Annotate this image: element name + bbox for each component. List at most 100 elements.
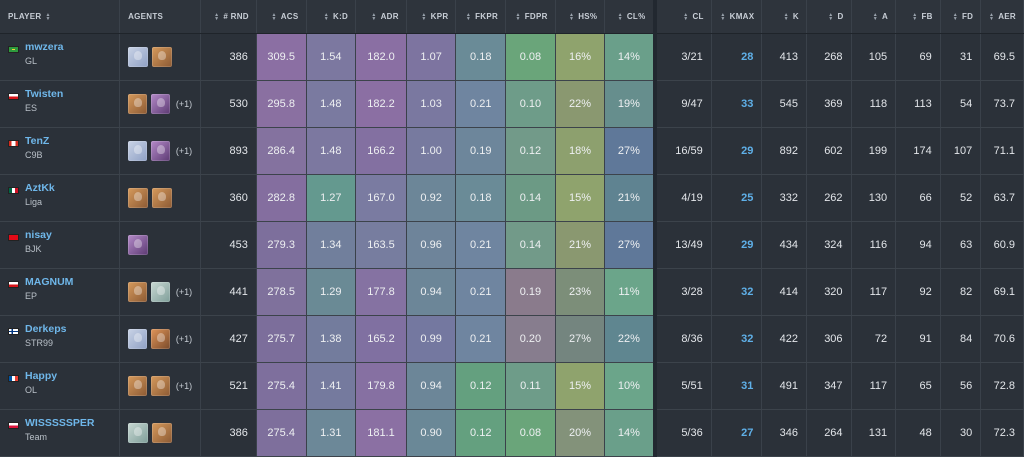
extra-agents-count: (+1)	[175, 334, 193, 344]
sort-icon[interactable]: ▲ ▼	[515, 11, 521, 22]
header-cl-label: CL	[692, 12, 704, 21]
header-player[interactable]: PLAYER ▲ ▼	[0, 0, 121, 34]
player-name[interactable]: WISSSSSPER	[25, 416, 95, 429]
country-flag-icon	[8, 45, 19, 53]
aer-cell: 72.8	[980, 362, 1024, 410]
sort-icon[interactable]: ▲ ▼	[783, 11, 789, 22]
table-body: mwzera GL 386 309.5 1.54 182.0 1.07 0.18 0.08 16%…	[0, 33, 1024, 457]
table-row[interactable]: Happy OL (+1) 521 275.4 1.41 179.8 0.94 0.12 0.11…	[0, 362, 1024, 410]
header-k-label: K	[792, 12, 799, 21]
player-name[interactable]: Happy	[25, 369, 58, 382]
header-player-label: PLAYER	[8, 12, 42, 21]
kmax-cell[interactable]: 33	[711, 80, 763, 128]
player-cell[interactable]: WISSSSSPER Team	[0, 409, 121, 457]
hs-cell: 15%	[555, 362, 606, 410]
table-row[interactable]: nisay BJK 453 279.3 1.34 163.5 0.96 0.21 0.14 21%…	[0, 221, 1024, 269]
kmax-cell[interactable]: 28	[711, 33, 763, 81]
player-cell[interactable]: nisay BJK	[0, 221, 121, 269]
header-k[interactable]: ▲ ▼ K	[761, 0, 807, 34]
player-name[interactable]: MAGNUM	[25, 275, 74, 288]
header-kd[interactable]: ▲ ▼ K:D	[306, 0, 357, 34]
kpr-cell: 1.00	[406, 127, 457, 175]
sort-icon[interactable]: ▲ ▼	[617, 11, 623, 22]
table-row[interactable]: Twisten ES (+1) 530 295.8 1.48 182.2 1.03 0.21 0.…	[0, 80, 1024, 128]
sort-icon[interactable]: ▲ ▼	[214, 11, 220, 22]
kmax-cell[interactable]: 29	[711, 221, 763, 269]
player-name[interactable]: Twisten	[25, 87, 64, 100]
header-kmax[interactable]: ▲ ▼ KMAX	[711, 0, 763, 34]
player-cell[interactable]: mwzera GL	[0, 33, 121, 81]
sort-icon[interactable]: ▲ ▼	[912, 11, 918, 22]
sort-icon[interactable]: ▲ ▼	[45, 11, 51, 22]
sort-icon[interactable]: ▲ ▼	[952, 11, 958, 22]
player-cell[interactable]: AztKk Liga	[0, 174, 121, 222]
agents-cell: (+1)	[119, 315, 202, 363]
agents-cell: (+1)	[119, 80, 202, 128]
header-rnd[interactable]: ▲ ▼ # RND	[200, 0, 257, 34]
sort-icon[interactable]: ▲ ▼	[371, 11, 377, 22]
sort-icon[interactable]: ▲ ▼	[683, 11, 689, 22]
player-name[interactable]: mwzera	[25, 40, 64, 53]
sort-icon[interactable]: ▲ ▼	[465, 11, 472, 22]
kmax-cell[interactable]: 27	[711, 409, 763, 457]
kd-cell: 1.54	[306, 33, 357, 81]
header-cl[interactable]: ▲ ▼ CL	[654, 0, 712, 34]
sort-icon[interactable]: ▲ ▼	[872, 11, 879, 22]
table-row[interactable]: TenZ C9B (+1) 893 286.4 1.48 166.2 1.00 0.19 0.12…	[0, 127, 1024, 175]
header-aer[interactable]: ▲ ▼ AER	[980, 0, 1024, 34]
fb-cell: 65	[895, 362, 941, 410]
header-d-label: D	[837, 12, 844, 21]
header-hs[interactable]: ▲ ▼ HS%	[555, 0, 606, 34]
kmax-cell[interactable]: 29	[711, 127, 763, 175]
table-row[interactable]: mwzera GL 386 309.5 1.54 182.0 1.07 0.18 0.08 16%…	[0, 33, 1024, 81]
sort-icon[interactable]: ▲ ▼	[421, 11, 427, 22]
kmax-cell[interactable]: 32	[711, 268, 763, 316]
sort-icon[interactable]: ▲ ▼	[828, 11, 834, 22]
header-fb[interactable]: ▲ ▼ FB	[895, 0, 941, 34]
hs-cell: 22%	[555, 80, 606, 128]
fb-cell: 174	[895, 127, 941, 175]
player-cell[interactable]: MAGNUM EP	[0, 268, 121, 316]
a-cell: 131	[851, 409, 897, 457]
header-fd[interactable]: ▲ ▼ FD	[940, 0, 982, 34]
sort-icon[interactable]: ▲ ▼	[568, 11, 575, 22]
sort-icon[interactable]: ▲ ▼	[720, 11, 726, 22]
fkpr-cell: 0.18	[455, 33, 507, 81]
header-acs[interactable]: ▲ ▼ ACS	[256, 0, 307, 34]
table-row[interactable]: AztKk Liga 360 282.8 1.27 167.0 0.92 0.18 0.14 15…	[0, 174, 1024, 222]
country-flag-icon	[8, 280, 19, 288]
kmax-cell[interactable]: 31	[711, 362, 763, 410]
sort-icon[interactable]: ▲ ▼	[323, 11, 330, 22]
table-row[interactable]: MAGNUM EP (+1) 441 278.5 1.29 177.8 0.94 0.21 0.1…	[0, 268, 1024, 316]
table-row[interactable]: Derkeps STR99 (+1) 427 275.7 1.38 165.2 0.99 0.2…	[0, 315, 1024, 363]
sort-icon[interactable]: ▲ ▼	[988, 11, 995, 22]
country-flag-icon	[8, 233, 19, 241]
player-name[interactable]: TenZ	[25, 134, 50, 147]
agent-chamber-icon	[150, 376, 170, 396]
header-kpr[interactable]: ▲ ▼ KPR	[406, 0, 457, 34]
header-cl-percent[interactable]: ▲ ▼ CL%	[604, 0, 657, 34]
player-cell[interactable]: TenZ C9B	[0, 127, 121, 175]
player-name[interactable]: AztKk	[25, 181, 55, 194]
agent-jett-icon	[128, 141, 147, 161]
d-cell: 264	[806, 409, 852, 457]
header-fdpr[interactable]: ▲ ▼ FDPR	[505, 0, 556, 34]
kmax-cell[interactable]: 25	[711, 174, 763, 222]
header-adr[interactable]: ▲ ▼ ADR	[355, 0, 407, 34]
table-row[interactable]: WISSSSSPER Team 386 275.4 1.31 181.1 0.90 0.12 0…	[0, 409, 1024, 457]
agent-chamber-icon	[152, 47, 173, 67]
kmax-cell[interactable]: 32	[711, 315, 763, 363]
header-acs-label: ACS	[280, 12, 299, 21]
player-name[interactable]: nisay	[25, 228, 52, 241]
header-d[interactable]: ▲ ▼ D	[806, 0, 852, 34]
player-cell[interactable]: Derkeps STR99	[0, 315, 121, 363]
hs-cell: 23%	[555, 268, 606, 316]
player-cell[interactable]: Happy OL	[0, 362, 121, 410]
header-a[interactable]: ▲ ▼ A	[851, 0, 897, 34]
player-cell[interactable]: Twisten ES	[0, 80, 121, 128]
sort-icon[interactable]: ▲ ▼	[271, 11, 277, 22]
header-fkpr[interactable]: ▲ ▼ FKPR	[455, 0, 507, 34]
acs-cell: 282.8	[256, 174, 307, 222]
player-name[interactable]: Derkeps	[25, 322, 67, 335]
